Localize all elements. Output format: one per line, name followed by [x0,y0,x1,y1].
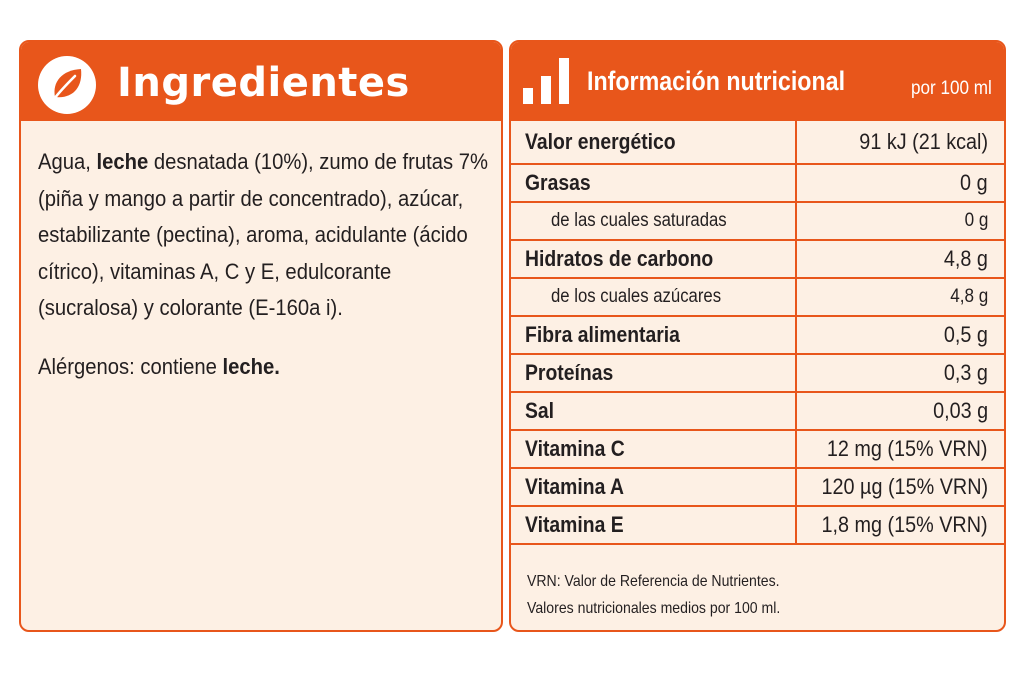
nutrient-value-cell: 12 mg (15% VRN) [796,430,1004,469]
nutrient-value-cell: 91 kJ (21 kcal) [796,121,1004,165]
nutrition-row: de los cuales azúcares 4,8 g [511,278,1004,317]
nutrient-value-cell: 4,8 g [796,278,1004,317]
nutrient-label: Hidratos de carbono [525,246,714,271]
allergens-statement: Alérgenos: contiene leche. [38,349,489,386]
nutrient-label-cell: Sal [511,392,797,431]
nutrient-label-cell: Fibra alimentaria [511,316,797,355]
bold-text-segment: leche. [222,353,280,379]
nutrient-label: Proteínas [525,360,614,385]
bold-text-segment: leche [96,149,149,174]
nutrient-label: de las cuales saturadas [551,210,727,231]
nutrient-label-cell: de las cuales saturadas [511,202,797,241]
nutrition-row: Grasas 0 g [511,164,1004,203]
footnote-line: VRN: Valor de Referencia de Nutrientes. [527,573,780,590]
nutrition-row: Vitamina A 120 µg (15% VRN) [511,468,1004,507]
nutrient-value: 12 mg (15% VRN) [827,436,988,461]
nutrient-value-cell: 0 g [796,164,1004,203]
nutrition-table: Valor energético 91 kJ (21 kcal) Grasas 0 g… [511,121,1004,545]
nutrient-value-cell: 0 g [796,202,1004,241]
nutrient-label-cell: de los cuales azúcares [511,278,797,317]
nutrient-label-cell: Vitamina C [511,430,797,469]
nutrient-label-cell: Proteínas [511,354,797,393]
nutrient-value-cell: 4,8 g [796,240,1004,279]
nutrient-label-cell: Grasas [511,164,797,203]
ingredients-paragraph: Agua, leche desnatada (10%), zumo de fru… [38,144,489,327]
nutrient-label-cell: Vitamina E [511,506,797,545]
nutrient-label: Fibra alimentaria [525,322,680,347]
nutrient-label: Vitamina E [525,512,624,537]
nutrient-value: 0,3 g [943,360,988,385]
nutrition-footnote: VRN: Valor de Referencia de Nutrientes. … [527,568,780,622]
nutrient-label-cell: Hidratos de carbono [511,240,797,279]
nutrient-value: 0 g [960,170,988,195]
nutrition-row: Vitamina E 1,8 mg (15% VRN) [511,506,1004,545]
leaf-icon [38,56,96,114]
bar-chart-icon [523,58,569,104]
nutrient-value-cell: 1,8 mg (15% VRN) [796,506,1004,545]
nutrition-row: Sal 0,03 g [511,392,1004,431]
nutrient-value-cell: 120 µg (15% VRN) [796,468,1004,507]
ingredients-text: Agua, leche desnatada (10%), zumo de fru… [38,144,489,385]
nutrient-label: de los cuales azúcares [551,286,722,307]
nutrition-panel: Información nutricional por 100 ml Valor… [509,40,1006,632]
nutrient-value: 0,03 g [932,398,988,423]
nutrition-row: Fibra alimentaria 0,5 g [511,316,1004,355]
ingredients-title: Ingredientes [117,60,410,106]
nutrition-row: Hidratos de carbono 4,8 g [511,240,1004,279]
nutrient-value: 0,5 g [943,322,988,347]
nutrient-value: 4,8 g [949,286,988,307]
nutrition-title: Información nutricional [587,66,846,96]
nutrient-value-cell: 0,03 g [796,392,1004,431]
nutrition-per-unit: por 100 ml [911,78,992,99]
nutrient-label: Vitamina C [525,436,625,461]
nutrition-row: Vitamina C 12 mg (15% VRN) [511,430,1004,469]
nutrient-label-cell: Valor energético [511,121,797,165]
nutrition-row: de las cuales saturadas 0 g [511,202,1004,241]
text-segment: Agua, [38,149,97,174]
nutrient-label: Vitamina A [525,474,624,499]
nutrient-value: 4,8 g [943,246,988,271]
nutrition-row: Valor energético 91 kJ (21 kcal) [511,121,1004,165]
nutrient-value: 0 g [964,210,988,231]
nutrition-header: Información nutricional por 100 ml [511,42,1004,121]
text-segment: desnatada (10%), zumo de frutas 7% (piña… [38,149,489,320]
ingredients-header: Ingredientes [21,42,501,121]
footnote-line: Valores nutricionales medios por 100 ml. [527,600,781,617]
nutrient-label: Valor energético [525,129,676,154]
nutrient-value-cell: 0,3 g [796,354,1004,393]
nutrient-label: Sal [525,398,555,423]
nutrient-label: Grasas [525,170,591,195]
ingredients-panel: Ingredientes Agua, leche desnatada (10%)… [19,40,503,632]
nutrition-row: Proteínas 0,3 g [511,354,1004,393]
nutrient-value-cell: 0,5 g [796,316,1004,355]
nutrient-label-cell: Vitamina A [511,468,797,507]
nutrient-value: 1,8 mg (15% VRN) [821,512,988,537]
nutrient-value: 120 µg (15% VRN) [821,474,988,499]
text-segment: Alérgenos: contiene [38,353,223,379]
nutrient-value: 91 kJ (21 kcal) [859,129,988,154]
